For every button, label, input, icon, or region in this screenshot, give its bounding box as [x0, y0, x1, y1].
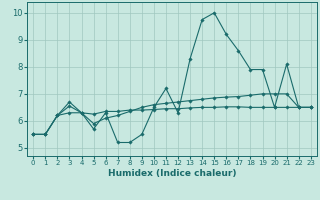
X-axis label: Humidex (Indice chaleur): Humidex (Indice chaleur): [108, 169, 236, 178]
